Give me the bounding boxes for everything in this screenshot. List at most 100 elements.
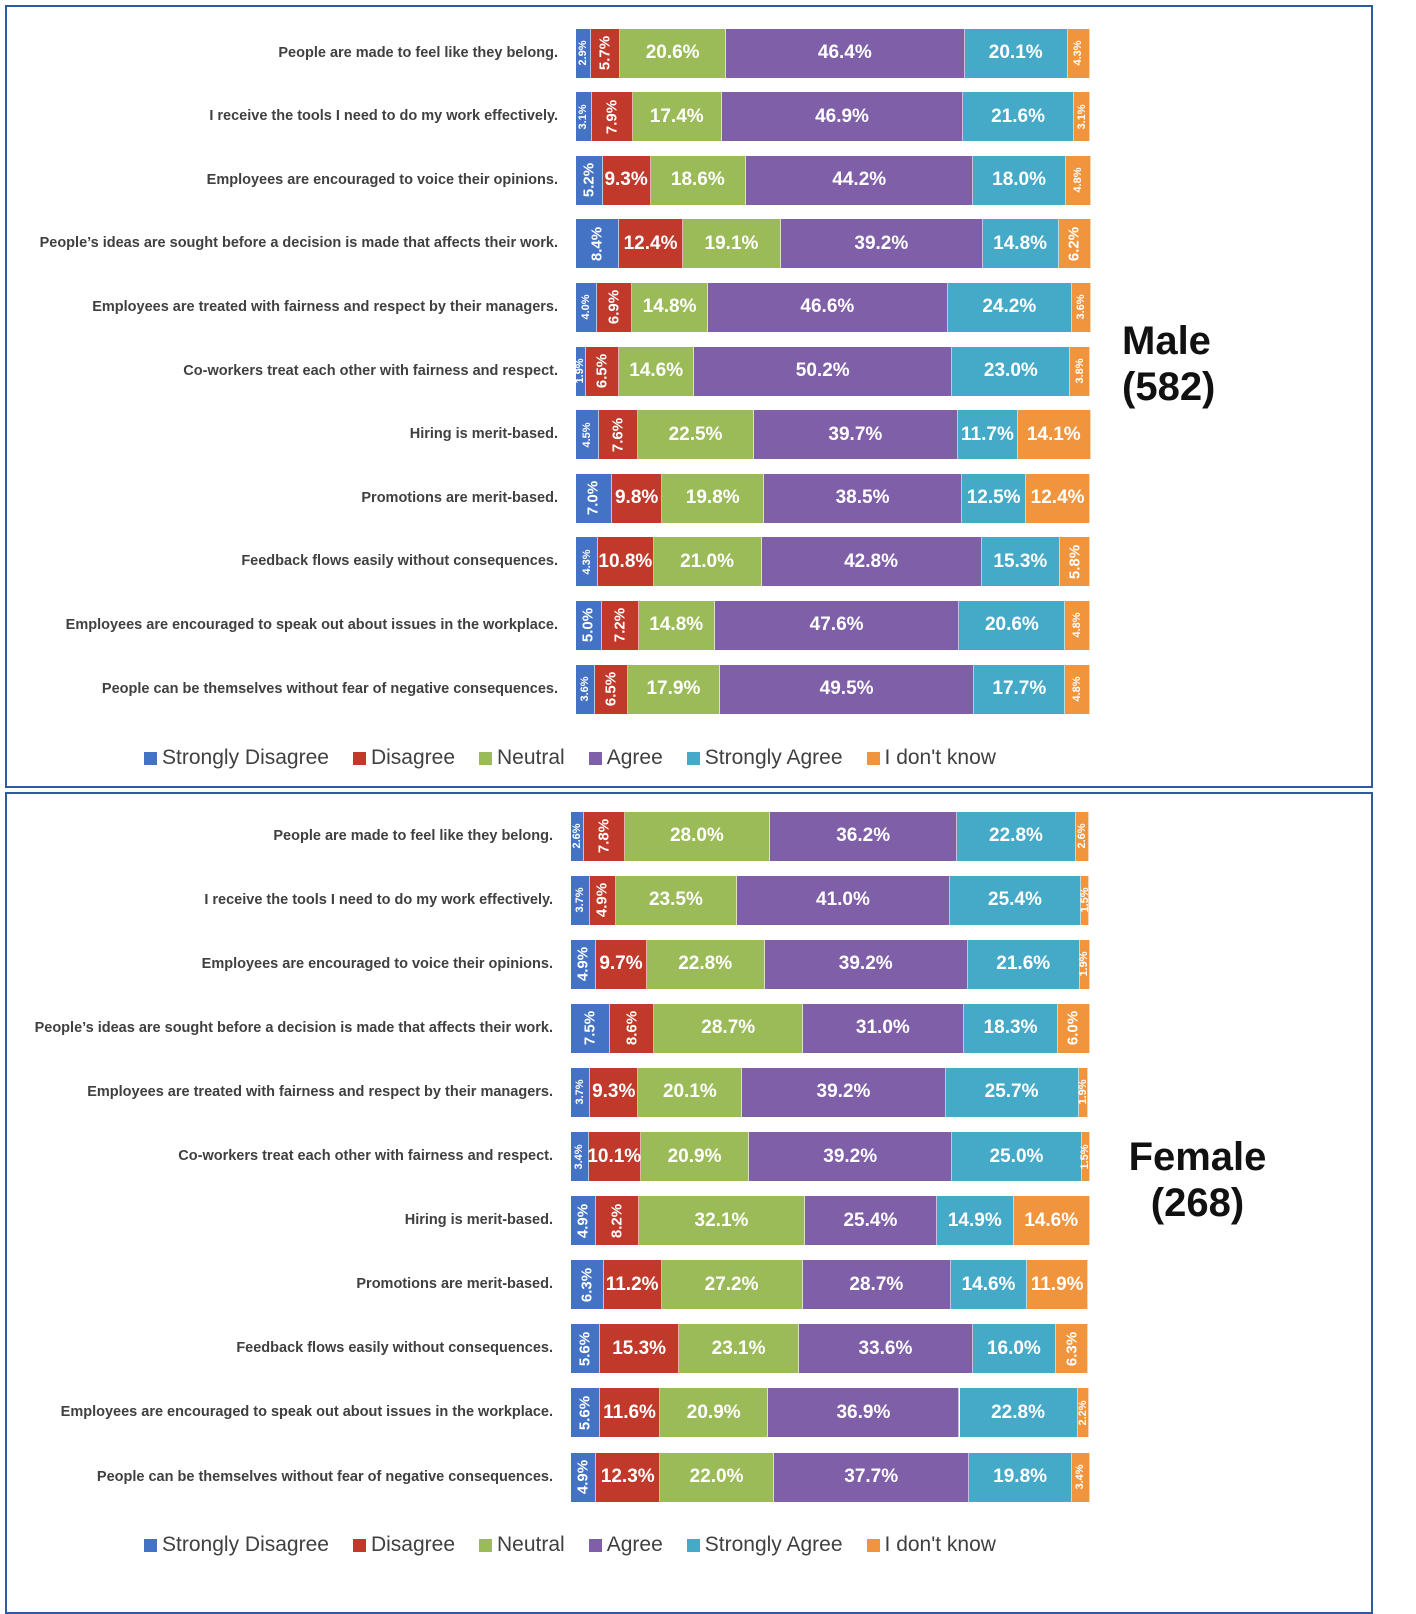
legend-text: Strongly Agree: [704, 746, 843, 769]
value-label: 2.9%: [576, 40, 589, 66]
bar-segment: 25.0%: [952, 1132, 1082, 1181]
category-label: Feedback flows easily without consequenc…: [241, 553, 558, 570]
bar-segment: 47.6%: [714, 600, 960, 650]
legend-text: Disagree: [370, 746, 456, 769]
bar-segment: 46.6%: [708, 282, 948, 332]
value-label: 44.2%: [832, 169, 887, 191]
bar-segment: 36.9%: [768, 1388, 960, 1438]
category-label: Co-workers treat each other with fairnes…: [183, 362, 558, 379]
legend-swatch: [352, 1538, 366, 1552]
bar-segment: 17.9%: [627, 664, 720, 714]
legend-swatch: [588, 751, 602, 765]
value-label: 25.4%: [988, 889, 1042, 911]
bar-segment: 4.0%: [576, 282, 597, 332]
legend-swatch: [866, 1538, 880, 1552]
category-label: People’s ideas are sought before a decis…: [39, 235, 558, 252]
value-label: 6.0%: [1064, 1011, 1082, 1046]
value-label: 23.0%: [983, 360, 1038, 381]
bar-segment: 17.7%: [974, 664, 1066, 714]
bar-segment: 28.7%: [802, 1260, 952, 1310]
bar-segment: 5.7%: [590, 28, 621, 78]
value-label: 28.7%: [701, 1017, 756, 1039]
bar-segment: 4.8%: [1065, 155, 1091, 205]
value-label: 5.6%: [576, 1395, 594, 1430]
bar-segment: 4.9%: [571, 1452, 597, 1502]
bar-segment: 4.8%: [1065, 600, 1090, 650]
value-label: 11.2%: [605, 1273, 659, 1295]
value-label: 21.6%: [996, 953, 1051, 975]
value-label: 14.8%: [649, 614, 704, 636]
value-label: 14.6%: [1024, 1209, 1079, 1231]
bar-segment: 15.3%: [600, 1324, 680, 1374]
bar-segment: 25.7%: [945, 1067, 1079, 1117]
bar-segment: 46.4%: [726, 28, 965, 78]
legend-text: I don't know: [884, 1533, 996, 1556]
bar-segment: 6.2%: [1058, 219, 1091, 269]
legend-item: Disagree: [352, 1531, 455, 1559]
category-label: Employees are encouraged to speak out ab…: [65, 616, 558, 633]
legend-swatch: [686, 1538, 700, 1552]
bar-segment: 2.6%: [1075, 811, 1089, 861]
bar-segment: 5.2%: [576, 155, 603, 205]
category-label: Promotions are merit-based.: [361, 489, 558, 506]
bar-segment: 14.9%: [936, 1196, 1014, 1246]
bar-segment: 14.1%: [1018, 410, 1091, 460]
value-label: 1.5%: [1079, 1143, 1092, 1170]
value-label: 49.5%: [819, 678, 874, 699]
bar-segment: 2.6%: [571, 811, 585, 861]
value-label: 24.2%: [982, 296, 1037, 318]
value-label: 8.6%: [623, 1011, 641, 1046]
value-label: 31.0%: [855, 1017, 910, 1039]
legend-swatch: [479, 1538, 493, 1552]
bar-segment: 20.1%: [638, 1067, 743, 1117]
value-label: 22.8%: [989, 825, 1043, 846]
bar-segment: 31.0%: [803, 1003, 964, 1053]
bar-segment: 3.6%: [1072, 282, 1091, 332]
value-label: 18.6%: [670, 169, 725, 191]
value-label: 1.9%: [1078, 951, 1091, 977]
value-label: 32.1%: [694, 1209, 749, 1231]
category-label: Co-workers treat each other with fairnes…: [178, 1148, 553, 1164]
legend-swatch: [479, 751, 493, 765]
value-label: 7.5%: [581, 1011, 599, 1046]
bar-segment: 19.1%: [682, 219, 782, 269]
value-label: 46.9%: [815, 105, 869, 127]
bar-segment: 11.7%: [957, 410, 1019, 460]
bar-segment: 22.8%: [959, 1388, 1078, 1438]
category-label: People are made to feel like they belong…: [278, 44, 558, 61]
value-label: 39.2%: [816, 1081, 871, 1103]
value-label: 39.2%: [854, 232, 909, 254]
value-label: 12.3%: [600, 1466, 655, 1487]
value-label: 25.0%: [989, 1145, 1044, 1167]
bar-segment: 21.6%: [967, 939, 1080, 989]
value-label: 3.7%: [574, 1079, 587, 1105]
value-label: 25.7%: [984, 1081, 1039, 1103]
value-label: 21.0%: [680, 550, 735, 572]
category-label: Promotions are merit-based.: [356, 1276, 553, 1293]
legend-item: Neutral: [479, 744, 565, 772]
legend-item: Agree: [588, 744, 663, 772]
value-label: 36.9%: [836, 1401, 891, 1423]
value-label: 6.3%: [1063, 1331, 1081, 1366]
bar-segment: 22.5%: [638, 410, 754, 460]
bar-segment: 42.8%: [761, 537, 982, 587]
legend-swatch: [144, 1538, 158, 1552]
value-label: 28.0%: [669, 825, 724, 846]
bar-segment: 1.9%: [574, 346, 586, 396]
value-label: 3.8%: [1073, 358, 1086, 384]
bar-segment: 39.7%: [753, 410, 958, 460]
value-label: 50.2%: [795, 360, 850, 381]
value-label: 4.3%: [580, 549, 593, 575]
bar-segment: 6.3%: [1055, 1324, 1089, 1374]
value-label: 16.0%: [986, 1337, 1041, 1359]
value-label: 9.3%: [592, 1081, 636, 1103]
bar-segment: 39.2%: [781, 219, 983, 269]
category-label: Employees are encouraged to voice their …: [206, 171, 558, 188]
bar-segment: 20.9%: [640, 1132, 750, 1181]
legend-item: Strongly Agree: [686, 1531, 843, 1559]
value-label: 36.2%: [836, 825, 891, 846]
value-label: 18.3%: [983, 1017, 1038, 1039]
bar-segment: 6.3%: [571, 1260, 604, 1310]
value-label: 11.6%: [603, 1401, 656, 1423]
